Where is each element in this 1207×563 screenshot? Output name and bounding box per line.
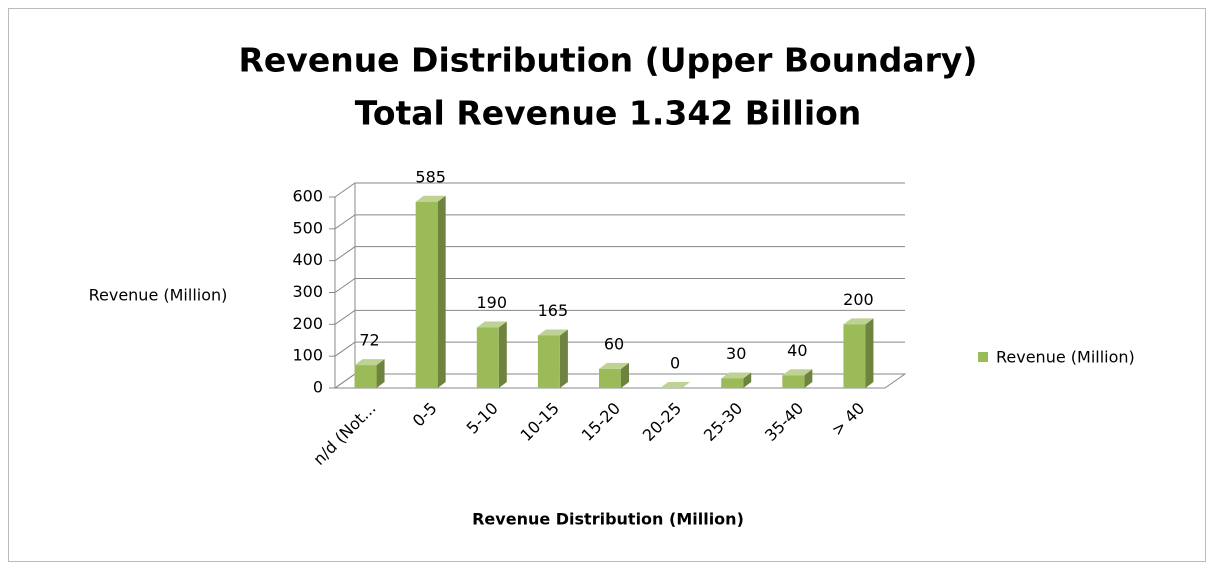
bar-top [843,318,874,325]
data-label: 0 [670,354,680,373]
y-tick-label: 100 [292,346,323,365]
data-label: 165 [538,301,569,320]
bar [415,201,438,388]
data-label: 60 [604,334,624,353]
bar-top [721,372,752,379]
grid-line [334,214,905,230]
bar [599,368,621,388]
bar-side [621,362,629,388]
chart-frame [8,8,1206,562]
bar-top [354,359,385,366]
bar-side [437,195,446,388]
bar [843,324,866,388]
bar-side [804,369,813,388]
y-axis-label: Revenue (Million) [89,286,228,305]
bar [721,378,744,388]
data-label: 585 [415,167,446,186]
y-tick-label: 200 [292,314,323,333]
bar-side [743,372,752,388]
grid-line [334,341,905,357]
y-tick-label: 300 [292,282,323,301]
grid-line [334,309,905,325]
bar-side [559,329,568,388]
grid-line [334,246,905,262]
bar [537,335,560,388]
bar-side [865,318,874,388]
bar-side [498,321,507,388]
bar-top [660,382,691,388]
bar-top [782,369,813,376]
grid-line [334,278,905,293]
bar-top [415,195,446,202]
data-label: 190 [477,293,508,312]
data-label: 200 [843,290,874,309]
y-tick-label: 600 [292,187,323,206]
bar-top [476,321,507,328]
y-tick-label: 500 [292,218,323,237]
bar [476,327,499,388]
bar-top [599,362,629,369]
data-label: 72 [359,331,379,350]
bar-top [537,329,568,336]
grid-line [334,182,905,198]
y-tick-label: 0 [313,378,323,397]
legend-swatch [978,352,988,362]
data-label: 40 [787,341,807,360]
chart-title: Revenue Distribution (Upper Boundary) [239,41,978,80]
bar [782,375,805,388]
bar-side [376,359,385,388]
bar [354,365,377,388]
data-label: 30 [726,344,746,363]
x-axis-label: Revenue Distribution (Million) [472,510,744,529]
chart-subtitle: Total Revenue 1.342 Billion [355,94,862,133]
y-tick-label: 400 [292,250,323,269]
legend-label: Revenue (Million) [996,348,1135,367]
